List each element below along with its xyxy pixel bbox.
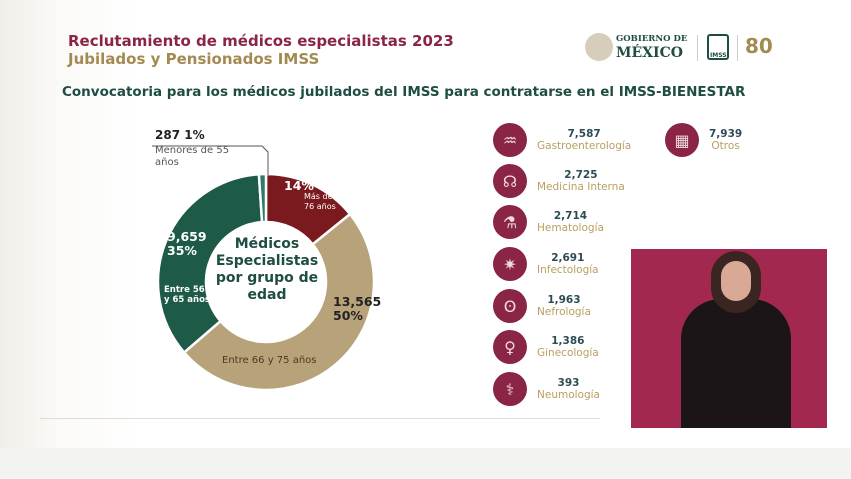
label-text: años (155, 157, 179, 168)
center-text: Especialistas (215, 253, 319, 270)
donut-center-label: Médicos Especialistas por grupo de edad (206, 236, 328, 304)
specialty-value: 2,714 (553, 210, 588, 222)
value: 3,887 (284, 164, 324, 179)
specialty-name: Infectología (537, 264, 599, 276)
label-mas76-text: Más de 76 años (304, 192, 336, 213)
specialty-name: Ginecología (537, 347, 599, 359)
percent: 14% (284, 178, 314, 194)
specialty-item: ✷ 2,691 Infectología (493, 247, 599, 281)
label-text: Entre 56 (164, 285, 205, 295)
percent: 50% (333, 308, 363, 324)
80-anniversary-logo: 80 (745, 34, 773, 58)
specialty-name: Hematología (537, 222, 604, 234)
subtitle: Convocatoria para los médicos jubilados … (62, 84, 746, 100)
specialty-item: ♀ 1,386 Ginecología (493, 330, 599, 364)
divider (40, 418, 600, 419)
center-text: Médicos (234, 236, 300, 252)
specialty-name: Gastroenterología (537, 140, 632, 152)
label-66-75: 13,565 50% (333, 294, 382, 324)
donut-slice (257, 172, 268, 224)
sign-language-interpreter-video (631, 249, 827, 428)
coat-of-arms-icon (585, 33, 613, 61)
kidney-icon: ʘ (493, 289, 527, 323)
interpreter-body (681, 299, 791, 428)
slide: Reclutamiento de médicos especialistas 2… (0, 0, 851, 448)
divider (737, 35, 738, 61)
imss-logo: IMSS (707, 34, 729, 60)
label-66-75-text: Entre 66 y 75 años (222, 355, 317, 366)
specialty-value: 393 (557, 377, 580, 389)
percent: 35% (167, 243, 197, 259)
specialty-name: Medicina Interna (537, 181, 625, 193)
specialty-value: 2,725 (564, 169, 598, 181)
specialty-name: Otros (711, 140, 740, 152)
label-text: 76 años (304, 202, 336, 212)
specialty-value: 7,939 (709, 128, 743, 140)
label-menores: Menores de 55 años (155, 145, 229, 169)
donut-slice (182, 212, 376, 392)
label-mas76: 3,887 14% (284, 164, 324, 194)
label-56-65-text: Entre 56 y 65 años (164, 285, 210, 306)
specialty-value: 7,587 (567, 128, 601, 140)
specialty-item: ʘ 1,963 Nefrología (493, 289, 591, 323)
virus-icon: ✷ (493, 247, 527, 281)
specialty-item: ☊ 2,725 Medicina Interna (493, 164, 625, 198)
value: 13,565 (333, 294, 382, 309)
logo-mexico-text: MÉXICO (616, 44, 683, 61)
donut-slice (156, 172, 264, 355)
title: Reclutamiento de médicos especialistas 2… (68, 32, 454, 50)
value: 9,659 (167, 229, 207, 244)
interpreter-face (721, 261, 751, 301)
stethoscope-icon: ☊ (493, 164, 527, 198)
divider (697, 35, 698, 61)
specialty-item: ⚗ 2,714 Hematología (493, 205, 604, 239)
logo-gobierno-text: GOBIERNO DE (616, 34, 688, 44)
center-text: edad (247, 287, 287, 304)
lungs-icon: ⚕ (493, 372, 527, 406)
specialty-value: 1,963 (547, 294, 581, 306)
specialty-item: ▦ 7,939 Otros (665, 123, 742, 157)
label-text: Menores de 55 (155, 145, 230, 156)
donut-chart (152, 145, 376, 392)
logo-imss-text: IMSS (710, 52, 727, 59)
intestine-icon: ♒ (493, 123, 527, 157)
hospital-icon: ▦ (665, 123, 699, 157)
label-value-menores: 287 1% (155, 128, 205, 142)
label-text: y 65 años (164, 294, 210, 305)
center-text: por grupo de (215, 270, 319, 287)
microscope-icon: ⚗ (493, 205, 527, 239)
specialty-value: 2,691 (551, 252, 585, 264)
label-text: Más de (304, 192, 333, 201)
specialty-item: ⚕ 393 Neumología (493, 372, 600, 406)
specialty-name: Nefrología (537, 306, 591, 318)
label-56-65: 9,659 35% (167, 229, 207, 259)
uterus-icon: ♀ (493, 330, 527, 364)
specialty-name: Neumología (537, 389, 600, 401)
specialty-value: 1,386 (551, 335, 585, 347)
gobierno-logo: GOBIERNO DE MÉXICO (616, 35, 687, 60)
title-line2: Jubilados y Pensionados IMSS (68, 50, 320, 68)
leader-line (152, 145, 269, 175)
specialty-item: ♒ 7,587 Gastroenterología (493, 123, 631, 157)
